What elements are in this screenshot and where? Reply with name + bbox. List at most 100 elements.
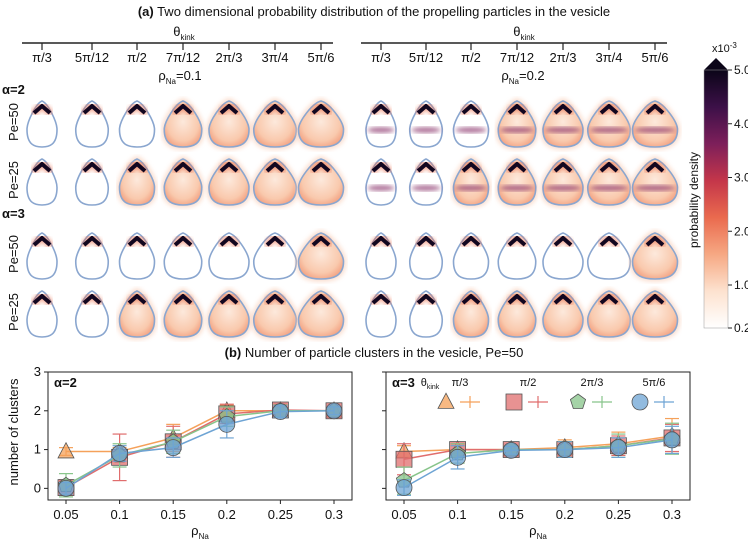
data-point: [271, 403, 289, 420]
vesicle-cell: [497, 232, 537, 280]
colorbar-tick-label: 4.0: [734, 117, 748, 131]
data-point: [218, 415, 236, 433]
kink-cluster: [461, 236, 481, 247]
ring-band: [455, 127, 487, 133]
kink-cluster: [127, 236, 147, 247]
pe-row-label-2: Pe=25: [6, 161, 21, 199]
vesicle-cell: [295, 97, 347, 151]
panel-b-title-bold: (b): [225, 345, 242, 360]
kink-cluster: [371, 162, 391, 173]
vesicle-cell: [252, 232, 298, 280]
colorbar-top-arrow: [704, 58, 728, 70]
series-line: [65, 410, 335, 490]
vesicle-outline: [586, 232, 632, 280]
ring-band: [500, 127, 534, 133]
vesicle-cell: [26, 290, 58, 338]
theta-tick-label: 5π/6: [307, 50, 334, 65]
data-point: [449, 448, 467, 466]
legend-label: 5π/6: [643, 377, 666, 389]
kink-cluster: [173, 162, 193, 173]
vesicle-outline: [631, 232, 679, 280]
vesicle-cell: [295, 155, 347, 209]
data-point: [395, 450, 413, 468]
vesicle-cell: [250, 155, 300, 209]
kink-cluster: [219, 162, 239, 173]
kink-cluster: [645, 236, 665, 247]
legend-title: θkink: [421, 377, 440, 391]
vesicle-cell: [74, 232, 110, 280]
x-tick-label: 0.25: [268, 507, 293, 522]
series-circle: [395, 425, 681, 496]
vesicle-cell: [365, 290, 397, 338]
kink-cluster: [416, 236, 436, 247]
ring-band: [545, 185, 581, 191]
kink-cluster: [416, 162, 436, 173]
ring-band: [545, 127, 581, 133]
colorbar-tick-label: 5.0: [734, 63, 748, 77]
x-tick-label: 0.2: [218, 507, 236, 522]
vesicle-cell: [250, 287, 300, 341]
y-tick-label: 3: [34, 364, 41, 379]
vesicle-outline: [297, 232, 345, 280]
panel-a-title: (a) Two dimensional probability distribu…: [138, 4, 610, 19]
series-circle: [57, 402, 343, 497]
kink-cluster: [311, 294, 331, 305]
kink-cluster: [553, 104, 573, 115]
data-point: [325, 402, 343, 420]
kink-cluster: [311, 236, 331, 247]
cluster-plot-alpha-2: 0 1 2 3 0.05 0.1 0.15 0.2 0.25 0.3 ρNa α=2: [34, 364, 353, 540]
theta-tick-label: 2π/3: [549, 50, 576, 65]
vesicle-cell: [629, 229, 681, 283]
vesicle-cell: [161, 97, 205, 151]
series-square: [57, 401, 343, 496]
vesicle-grid: [26, 97, 681, 341]
data-point: [57, 479, 75, 497]
vesicle-cell: [408, 100, 444, 148]
kink-cluster: [461, 104, 481, 115]
kink-cluster: [371, 236, 391, 247]
panel-b-title-text: Number of particle clusters in the vesic…: [241, 345, 523, 360]
plot-frame: [385, 371, 691, 501]
vesicle-cell: [250, 97, 300, 151]
series-line: [403, 439, 673, 489]
theta-tick-label: 5π/12: [409, 50, 443, 65]
data-point: [663, 431, 681, 449]
vesicle-cell: [450, 287, 492, 341]
vesicle-cell: [295, 287, 347, 341]
panel-alpha-label: α=2: [54, 375, 77, 390]
kink-cluster: [599, 236, 619, 247]
y-tick-label: 1: [34, 442, 41, 457]
legend-marker: [631, 393, 649, 411]
colorbar-bar: [703, 69, 729, 329]
vesicle-cell: [365, 100, 397, 148]
vesicle-outline: [586, 158, 632, 206]
kink-cluster: [173, 294, 193, 305]
colorbar-tick-label: 0.2: [734, 321, 748, 335]
plot-frame: [47, 371, 353, 501]
kink-cluster: [553, 294, 573, 305]
pe-row-label-4: Pe=25: [6, 293, 21, 331]
colorbar-tick-label: 2.0: [734, 224, 748, 238]
kink-cluster: [599, 294, 619, 305]
ring-band: [634, 185, 676, 191]
theta-tick-label: π/2: [461, 50, 481, 65]
vesicle-outline: [631, 290, 679, 338]
data-point: [395, 479, 413, 496]
vesicle-cell: [295, 229, 347, 283]
y-tick-label: 2: [34, 403, 41, 418]
ring-band: [411, 185, 441, 191]
colorbar-label: probability density: [687, 152, 701, 248]
y-tick-label: 0: [34, 480, 41, 495]
x-tick-label: 0.3: [663, 507, 681, 522]
kink-cluster: [507, 104, 527, 115]
kink-cluster: [219, 236, 239, 247]
x-axis-label: ρNa: [191, 523, 209, 540]
rho-na-label-right: ρNa=0.2: [501, 68, 544, 86]
kink-cluster: [265, 104, 285, 115]
kink-cluster: [219, 104, 239, 115]
series-line: [65, 410, 334, 486]
theta-tick-label: 3π/4: [595, 50, 622, 65]
kink-cluster: [507, 162, 527, 173]
kink-cluster: [127, 104, 147, 115]
